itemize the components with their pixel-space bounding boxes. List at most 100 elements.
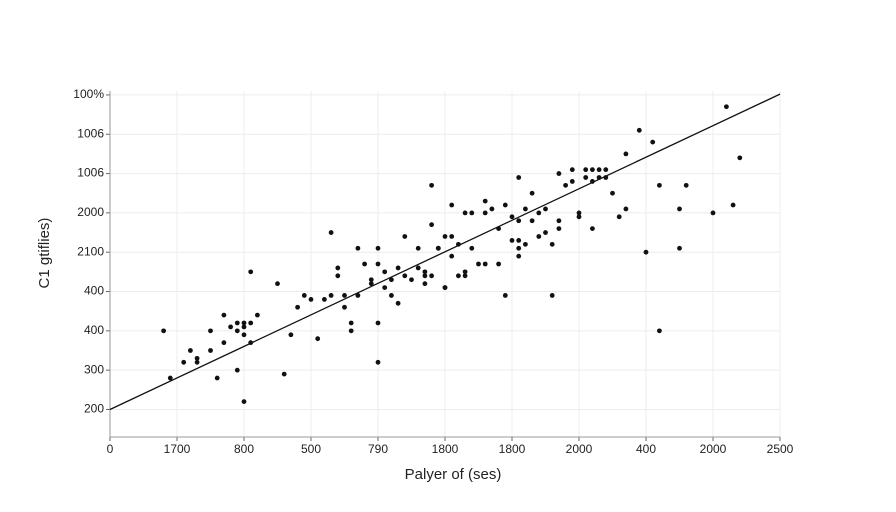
point	[415, 265, 421, 271]
point	[623, 151, 629, 157]
point	[429, 182, 434, 188]
point	[214, 375, 220, 381]
point	[395, 300, 401, 306]
point	[241, 320, 247, 326]
point	[462, 269, 468, 275]
x-tick-label: 0	[107, 442, 114, 456]
point	[683, 182, 689, 188]
point	[516, 175, 522, 180]
point	[677, 245, 682, 251]
point	[241, 399, 247, 405]
point	[476, 261, 481, 267]
x-tick-label: 790	[368, 442, 388, 456]
point	[556, 226, 562, 232]
point	[181, 359, 187, 365]
point	[248, 269, 254, 275]
x-axis-title: Palyer of (ses)	[405, 466, 502, 483]
point	[569, 179, 575, 184]
point	[677, 206, 682, 212]
x-tick-label: 1800	[432, 442, 459, 456]
point	[482, 198, 488, 204]
point	[241, 324, 247, 330]
x-tick-label: 1800	[499, 442, 526, 456]
point	[208, 348, 213, 353]
point	[335, 265, 341, 271]
point	[549, 241, 555, 247]
point	[375, 320, 381, 326]
x-tick-label: 500	[301, 442, 321, 456]
point	[281, 371, 287, 377]
point	[234, 367, 240, 373]
x-tick-label: 400	[636, 442, 656, 456]
point	[342, 293, 347, 298]
point	[636, 127, 642, 133]
point	[442, 285, 448, 290]
point	[509, 238, 515, 243]
point	[355, 245, 361, 251]
point	[194, 359, 200, 365]
point	[610, 190, 615, 196]
point	[449, 234, 455, 239]
point	[308, 296, 314, 302]
x-tick-label: 2000	[566, 442, 593, 456]
point	[482, 261, 488, 267]
point	[288, 332, 294, 338]
y-tick-label: 2000	[77, 205, 104, 219]
y-tick-label: 300	[84, 362, 104, 376]
y-tick-label: 400	[84, 323, 104, 337]
point	[516, 245, 522, 251]
point	[422, 269, 428, 275]
point	[422, 273, 428, 279]
point	[469, 210, 475, 216]
point	[516, 218, 522, 224]
x-tick-label: 2500	[767, 442, 794, 456]
point	[402, 273, 408, 279]
point	[462, 273, 468, 279]
y-tick-label: 1006	[77, 166, 104, 180]
point	[234, 320, 240, 326]
point	[221, 312, 227, 318]
point	[241, 332, 247, 338]
point	[556, 218, 562, 224]
point	[228, 324, 234, 330]
point	[402, 234, 408, 239]
point	[543, 206, 548, 212]
point	[301, 293, 307, 298]
point	[188, 348, 193, 353]
point	[161, 328, 167, 334]
point	[523, 206, 528, 212]
point	[509, 214, 515, 220]
point	[295, 304, 300, 310]
point	[456, 273, 461, 279]
point	[556, 171, 562, 176]
point	[342, 304, 347, 310]
point	[502, 202, 508, 208]
point	[409, 277, 414, 283]
point	[255, 312, 260, 318]
point	[429, 222, 434, 228]
point	[523, 241, 528, 247]
y-tick-label: 100%	[73, 87, 104, 101]
y-tick-label: 1006	[77, 126, 104, 140]
point	[724, 104, 729, 110]
point	[657, 328, 662, 334]
point	[348, 320, 354, 326]
point	[650, 139, 656, 145]
point	[502, 293, 508, 298]
point	[596, 167, 602, 173]
point	[449, 253, 455, 259]
point	[449, 202, 455, 208]
point	[328, 230, 334, 235]
point	[569, 167, 575, 173]
point	[737, 155, 743, 161]
point	[422, 281, 428, 287]
point	[375, 359, 381, 365]
point	[315, 336, 321, 342]
point	[429, 273, 434, 279]
point	[375, 261, 381, 267]
point	[275, 281, 280, 287]
point	[730, 202, 736, 208]
point	[482, 210, 488, 216]
point	[496, 261, 501, 267]
point	[389, 293, 394, 298]
